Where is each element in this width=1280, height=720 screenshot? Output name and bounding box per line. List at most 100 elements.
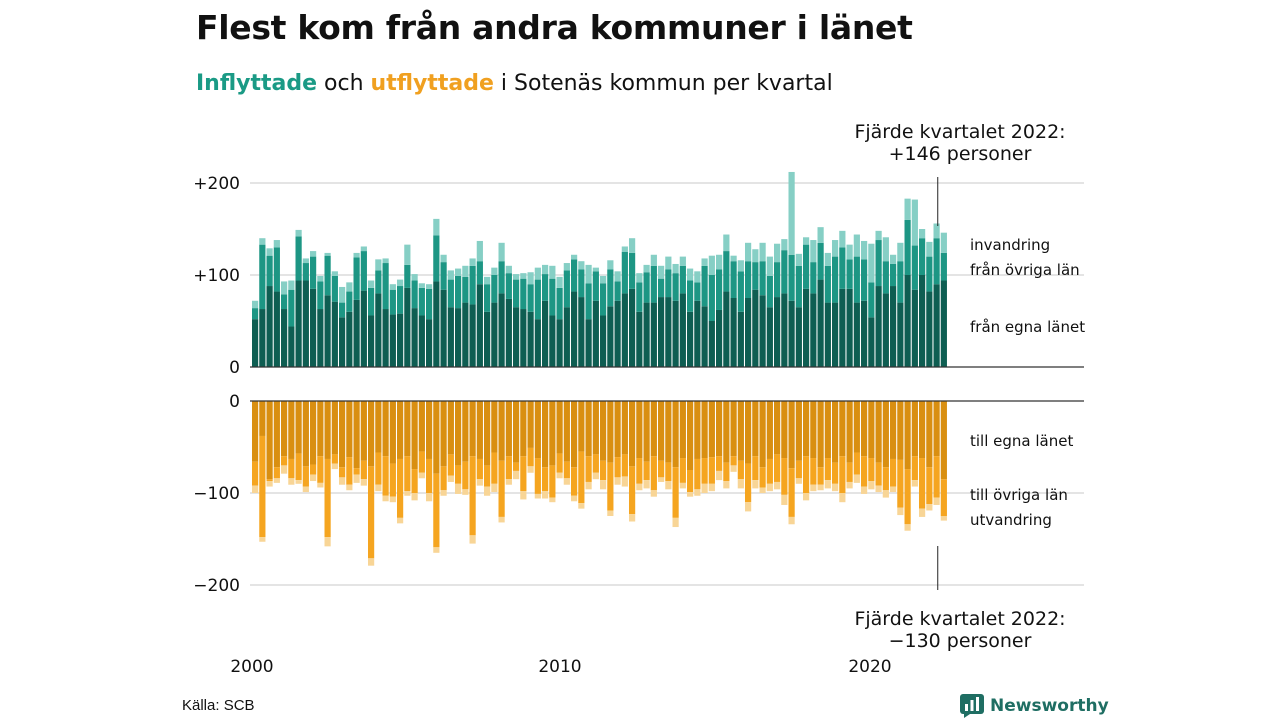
bar-out-segment: [694, 458, 701, 490]
bar-in-segment: [563, 270, 570, 308]
bar-in-segment: [404, 287, 411, 367]
chart-subtitle: Inflyttade och utflyttade i Sotenäs komm…: [196, 71, 833, 96]
bar-out-segment: [411, 401, 418, 470]
bar-in-segment: [621, 293, 628, 367]
bar-out-segment: [650, 401, 657, 457]
bar-in-segment: [585, 283, 592, 320]
bar-out-segment: [940, 401, 947, 480]
bar-in-segment: [404, 244, 411, 265]
bar-in-segment: [817, 279, 824, 367]
bar-in-segment: [324, 252, 331, 256]
bar-out-segment: [375, 484, 382, 492]
bar-in-segment: [658, 278, 665, 298]
bar-in-segment: [679, 265, 686, 294]
bar-in-segment: [882, 261, 889, 294]
bar-in-segment: [926, 256, 933, 292]
bar-in-segment: [781, 250, 788, 294]
bar-in-segment: [310, 288, 317, 367]
bar-in-segment: [730, 261, 737, 298]
bar-out-segment: [578, 451, 585, 504]
bar-out-segment: [687, 401, 694, 470]
bar-out-segment: [853, 474, 860, 483]
bar-out-segment: [897, 401, 904, 460]
bar-out-segment: [411, 469, 418, 493]
bar-out-segment: [774, 481, 781, 490]
bar-out-segment: [817, 467, 824, 485]
bar-in-segment: [708, 275, 715, 321]
bar-in-segment: [302, 263, 309, 281]
bar-in-segment: [716, 269, 723, 310]
bar-out-segment: [513, 462, 520, 471]
bar-in-segment: [310, 256, 317, 289]
bar-in-segment: [484, 311, 491, 367]
bar-in-segment: [288, 289, 295, 327]
bar-out-segment: [672, 401, 679, 468]
bar-in-segment: [643, 264, 650, 273]
bar-out-segment: [824, 458, 831, 481]
bar-out-segment: [331, 454, 338, 464]
bar-out-segment: [694, 489, 701, 496]
bar-in-segment: [542, 300, 549, 367]
bar-out-segment: [824, 480, 831, 489]
bar-out-segment: [324, 458, 331, 538]
bar-in-segment: [600, 283, 607, 316]
bar-out-segment: [542, 401, 549, 468]
bar-in-segment: [774, 297, 781, 367]
bar-out-segment: [904, 469, 911, 525]
bar-out-segment: [266, 401, 273, 480]
bar-in-segment: [759, 295, 766, 367]
bar-out-segment: [832, 401, 839, 463]
bar-in-segment: [433, 235, 440, 282]
bar-out-segment: [803, 456, 810, 493]
bar-out-segment: [687, 492, 694, 497]
bar-out-segment: [919, 401, 926, 459]
brand-logo[interactable]: Newsworthy: [960, 693, 1109, 719]
bar-in-segment: [273, 247, 280, 292]
bar-out-segment: [440, 490, 447, 496]
bar-in-segment: [752, 289, 759, 367]
bar-in-segment: [694, 300, 701, 367]
bar-in-segment: [679, 293, 686, 367]
bar-in-segment: [621, 246, 628, 252]
bar-out-segment: [310, 474, 317, 482]
bar-out-segment: [933, 497, 940, 505]
bar-out-segment: [281, 465, 288, 474]
bar-out-segment: [897, 459, 904, 508]
bar-out-segment: [759, 401, 766, 468]
bar-out-segment: [411, 493, 418, 501]
bar-in-segment: [513, 274, 520, 280]
bar-in-segment: [505, 273, 512, 299]
bar-out-segment: [455, 483, 462, 494]
bar-out-segment: [455, 465, 462, 484]
bar-in-segment: [368, 287, 375, 316]
bar-in-segment: [868, 243, 875, 283]
bar-in-segment: [607, 269, 614, 307]
bar-in-segment: [498, 293, 505, 367]
bar-out-segment: [737, 401, 744, 461]
bar-out-segment: [433, 401, 440, 474]
bar-in-segment: [839, 230, 846, 248]
bar-out-segment: [745, 502, 752, 512]
bar-out-segment: [498, 460, 505, 517]
bar-out-segment: [382, 495, 389, 502]
bar-out-segment: [273, 478, 280, 483]
bar-out-segment: [324, 401, 331, 459]
bar-in-segment: [455, 275, 462, 309]
bar-in-segment: [629, 288, 636, 367]
bar-in-segment: [571, 254, 578, 260]
bar-in-segment: [723, 251, 730, 292]
bar-in-segment: [310, 251, 317, 257]
bar-in-segment: [411, 308, 418, 367]
bar-out-segment: [621, 476, 628, 487]
bar-out-segment: [926, 401, 933, 468]
bar-out-segment: [368, 466, 375, 559]
bar-out-segment: [875, 485, 882, 493]
bar-in-segment: [585, 319, 592, 367]
bar-in-segment: [571, 291, 578, 367]
bar-out-segment: [585, 456, 592, 482]
bar-out-segment: [672, 517, 679, 528]
bar-in-segment: [339, 302, 346, 318]
bar-out-segment: [614, 457, 621, 478]
bar-in-segment: [810, 262, 817, 294]
